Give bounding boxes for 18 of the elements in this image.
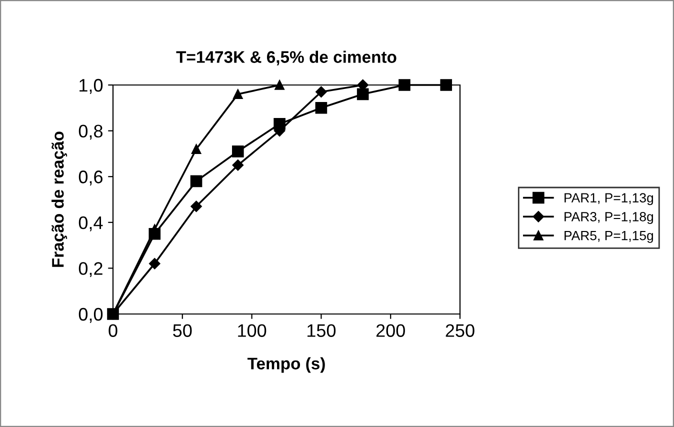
legend-label: PAR1, P=1,13g	[564, 193, 654, 206]
y-tick-label: 0,6	[78, 170, 102, 186]
chart-title: T=1473K & 6,5% de cimento	[176, 50, 396, 66]
y-tick-label: 0,8	[78, 124, 102, 140]
y-tick-label: 0,4	[78, 216, 103, 232]
x-tick-label: 100	[238, 324, 266, 337]
y-axis-title: Fração de reação	[52, 132, 68, 267]
y-tick-label: 0,0	[78, 308, 103, 323]
x-tick-label: 0	[108, 324, 118, 337]
legend-label: PAR3, P=1,18g	[564, 212, 654, 224]
x-tick-label: 50	[173, 324, 192, 337]
y-tick-label: 1,0	[80, 78, 103, 94]
legend-label: PAR5, P=1,15g	[564, 231, 654, 243]
x-tick-label: 250	[446, 324, 474, 337]
x-tick-label: 150	[308, 324, 336, 337]
x-tick-label: 200	[376, 324, 405, 337]
y-tick-label: 0,2	[78, 262, 102, 278]
x-axis-title: Tempo (s)	[247, 357, 325, 373]
